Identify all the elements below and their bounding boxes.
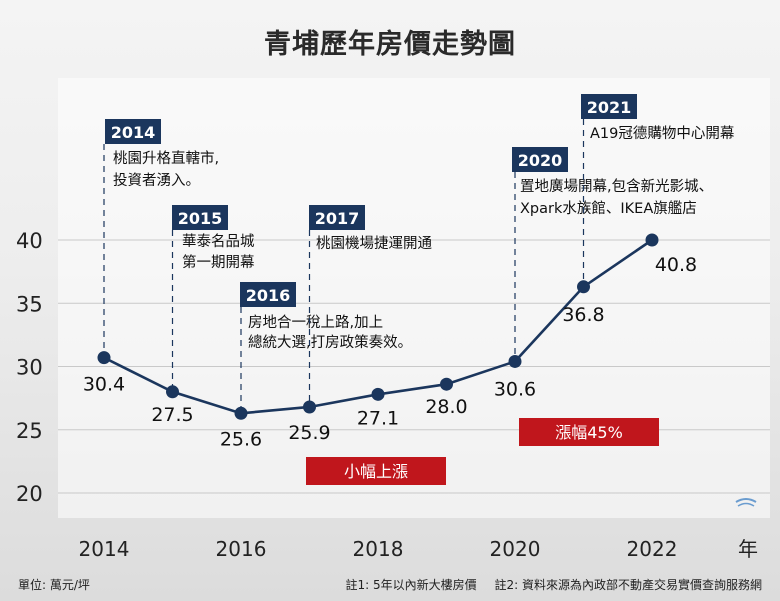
data-point — [234, 406, 248, 420]
year-badge — [309, 205, 365, 230]
data-label: 30.4 — [83, 374, 125, 396]
annotation-text: Xpark水族館、IKEA旗艦店 — [520, 200, 697, 217]
y-tick-label: 30 — [16, 356, 43, 380]
annotation-text: 投資者湧入。 — [113, 172, 200, 189]
annotation-text: 桃園升格直轄市, — [113, 150, 219, 167]
x-tick-label: 2020 — [490, 537, 541, 561]
year-badge — [105, 119, 161, 144]
year-badge — [581, 94, 637, 119]
year-badge-label: 2016 — [246, 286, 291, 305]
y-tick-label: 20 — [16, 482, 43, 506]
footnote-2: 註2: 資料來源為內政部不動產交易實價查詢服務網 — [494, 578, 763, 592]
data-label: 28.0 — [425, 396, 467, 418]
y-tick-label: 35 — [16, 292, 43, 316]
annotation-text: 華泰名品城 — [182, 233, 255, 250]
data-label: 30.6 — [494, 378, 536, 400]
footnotes: 註1: 5年以內新大樓房價 註2: 資料來源為內政部不動產交易實價查詢服務網 — [332, 576, 762, 593]
y-tick-label: 40 — [16, 229, 43, 253]
data-point — [577, 280, 590, 294]
annotation-text: 第一期開幕 — [182, 253, 255, 271]
x-axis-unit: 年 — [738, 537, 758, 561]
year-badge-label: 2020 — [518, 151, 563, 170]
data-point — [97, 351, 111, 365]
grid-layer: 20 25 30 35 40 2014 2016 2018 2020 2022 年 — [16, 229, 770, 561]
unit-note: 單位: 萬元/坪 — [18, 578, 90, 592]
data-point — [371, 387, 385, 401]
line-layer — [97, 233, 659, 420]
annotation-text: 置地廣場開幕,包含新光影城、 — [520, 178, 713, 195]
year-badge — [512, 147, 568, 172]
year-badge-label: 2015 — [178, 209, 223, 228]
data-label: 27.5 — [151, 404, 193, 426]
data-label: 27.1 — [357, 407, 399, 429]
footnote-1: 註1: 5年以內新大樓房價 — [345, 578, 477, 592]
callout-box — [306, 457, 446, 485]
data-label: 25.9 — [288, 422, 330, 444]
data-point — [303, 400, 316, 414]
y-tick-label: 25 — [16, 419, 43, 443]
data-point — [645, 233, 659, 247]
x-tick-label: 2016 — [216, 537, 267, 561]
label-layer: 30.4 27.5 25.6 25.9 27.1 28.0 30.6 36.8 40.8 — [83, 254, 697, 450]
year-badge-label: 2014 — [111, 123, 156, 142]
callout-box — [519, 418, 659, 446]
year-badge-label: 2017 — [315, 209, 360, 228]
year-badge — [172, 205, 228, 230]
data-point — [508, 354, 522, 368]
annotation-text: 總統大選,打房政策奏效。 — [248, 333, 412, 351]
year-badge-label: 2021 — [587, 98, 632, 117]
annotation-text: A19冠德購物中心開幕 — [590, 125, 735, 142]
data-point — [440, 377, 453, 391]
year-badge — [240, 282, 296, 307]
data-label: 36.8 — [562, 304, 604, 326]
data-label: 25.6 — [220, 428, 262, 450]
x-tick-label: 2014 — [79, 537, 130, 561]
x-tick-label: 2022 — [627, 537, 678, 561]
x-tick-label: 2018 — [353, 537, 404, 561]
annotation-text: 桃園機場捷運開通 — [316, 235, 432, 252]
callout-layer: 小幅上漲 漲幅45% — [306, 418, 659, 485]
annotation-text: 房地合一稅上路,加上 — [248, 314, 383, 331]
data-point — [166, 385, 179, 399]
watermark-logo-icon — [735, 498, 757, 507]
data-label: 40.8 — [655, 254, 697, 276]
callout-label: 小幅上漲 — [344, 462, 408, 481]
chart-title: 青埔歷年房價走勢圖 — [264, 29, 516, 60]
callout-label: 漲幅45% — [555, 423, 623, 442]
